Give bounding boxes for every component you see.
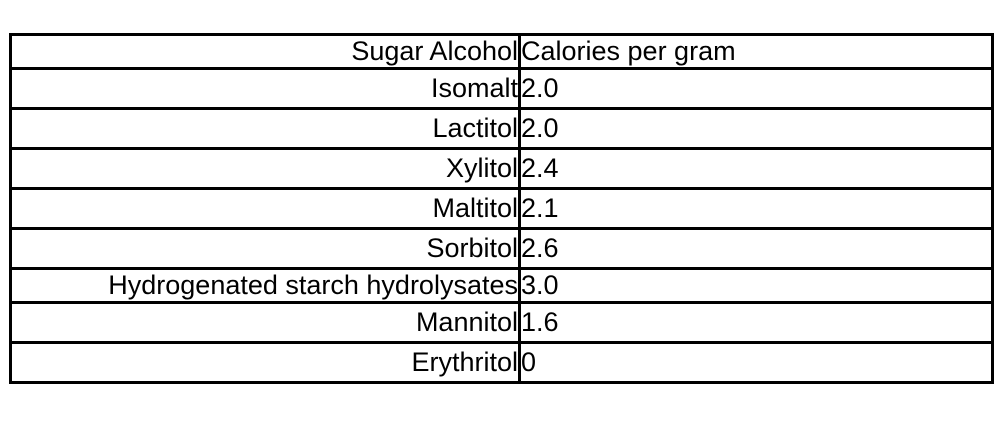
calories-value-cell: 2.1 <box>518 187 994 231</box>
table-row: Hydrogenated starch hydrolysates 3.0 <box>9 267 994 305</box>
table-row: Isomalt 2.0 <box>9 67 994 111</box>
sugar-alcohol-name-cell: Erythritol <box>9 341 521 385</box>
header-row: Sugar Alcohol Calories per gram <box>9 32 994 71</box>
sugar-alcohol-name-cell: Hydrogenated starch hydrolysates <box>9 267 521 305</box>
sugar-alcohol-name-cell: Sorbitol <box>9 227 521 271</box>
sugar-alcohol-name-cell: Mannitol <box>9 301 521 345</box>
calories-value-cell: 1.6 <box>518 301 994 345</box>
column-header-calories-per-gram: Calories per gram <box>518 32 994 71</box>
calories-value-cell: 2.4 <box>518 147 994 191</box>
calories-value-cell: 2.0 <box>518 67 994 111</box>
calories-value-cell: 2.6 <box>518 227 994 271</box>
table-row: Xylitol 2.4 <box>9 147 994 191</box>
sugar-alcohol-name-cell: Maltitol <box>9 187 521 231</box>
table-row: Erythritol 0 <box>9 341 994 385</box>
sugar-alcohol-name-cell: Isomalt <box>9 67 521 111</box>
calories-value-cell: 0 <box>518 341 994 385</box>
sugar-alcohol-name-cell: Xylitol <box>9 147 521 191</box>
column-header-sugar-alcohol: Sugar Alcohol <box>9 32 521 71</box>
table-row: Maltitol 2.1 <box>9 187 994 231</box>
calories-value-cell: 2.0 <box>518 107 994 151</box>
table-row: Mannitol 1.6 <box>9 301 994 345</box>
table-row: Sorbitol 2.6 <box>9 227 994 271</box>
sugar-alcohol-name-cell: Lactitol <box>9 107 521 151</box>
calories-value-cell: 3.0 <box>518 267 994 305</box>
sugar-alcohol-calories-table: Sugar Alcohol Calories per gram Isomalt 2… <box>9 32 994 385</box>
table-row: Lactitol 2.0 <box>9 107 994 151</box>
